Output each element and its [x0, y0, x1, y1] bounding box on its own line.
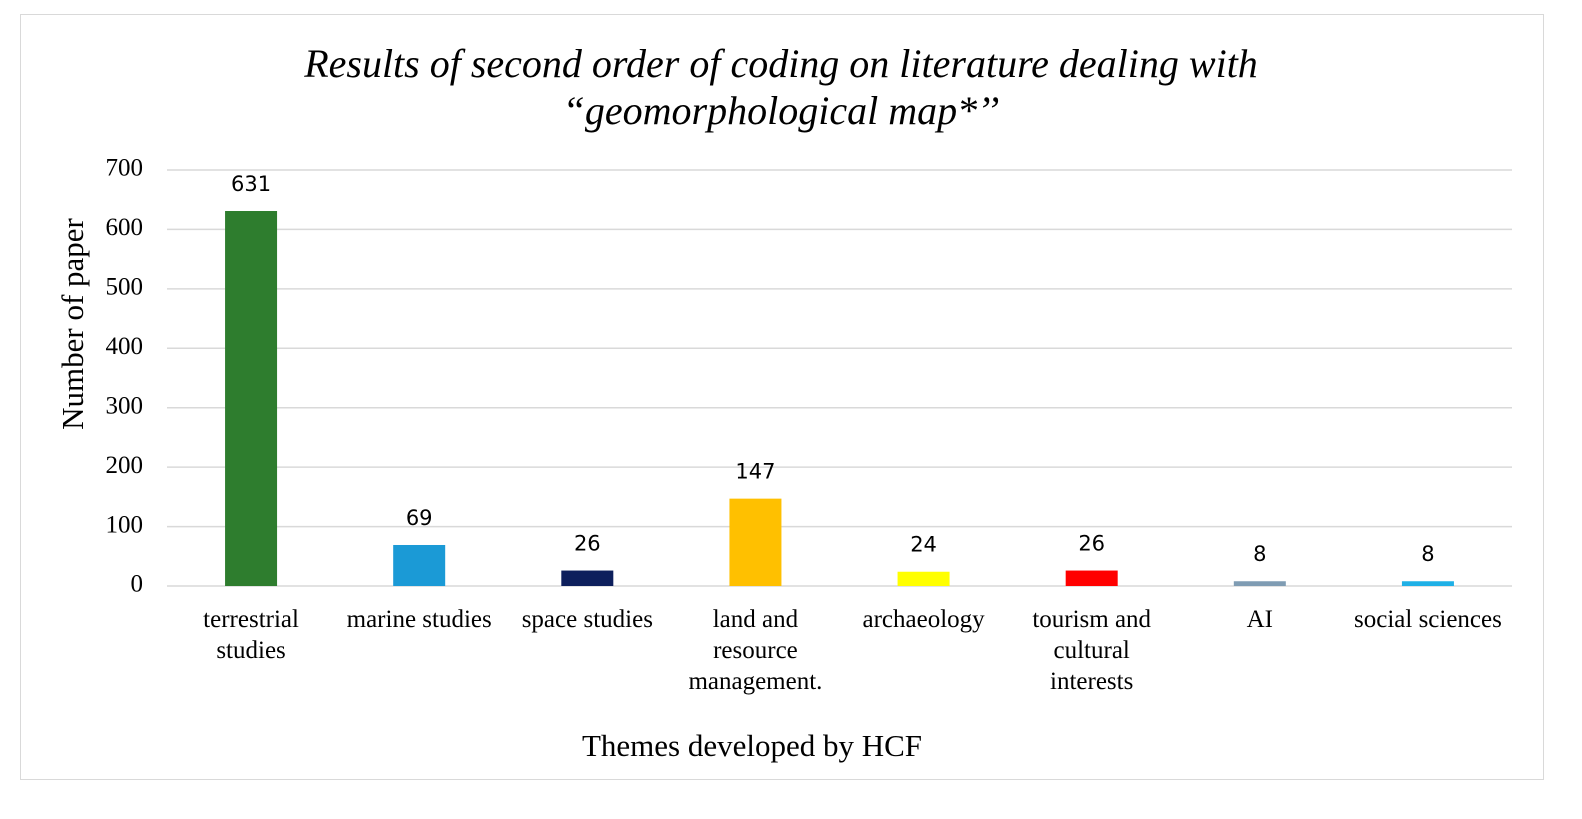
x-category-label: marine studies [347, 606, 492, 633]
data-labels: 631 69 26 147 24 26 8 8 [231, 172, 1435, 566]
x-category-labels: terrestrial studies marine studies space st… [203, 606, 1502, 695]
y-tick-label: 400 [106, 333, 144, 360]
data-label: 8 [1421, 542, 1434, 566]
data-label: 24 [910, 533, 937, 557]
data-label: 8 [1253, 542, 1266, 566]
x-category-label: AI [1247, 606, 1273, 633]
y-tick-labels: 0 100 200 300 400 500 600 700 [106, 155, 144, 598]
bar [1401, 581, 1454, 586]
y-tick-label: 500 [106, 274, 144, 301]
data-label: 69 [406, 506, 433, 530]
data-label: 26 [1078, 532, 1105, 556]
y-tick-label: 0 [131, 571, 144, 598]
y-axis-title: Number of paper [55, 217, 90, 429]
bars [225, 211, 1454, 586]
y-tick-label: 600 [106, 214, 144, 241]
gridlines [167, 169, 1512, 587]
x-category-label: space studies [522, 606, 653, 633]
x-category-label: terrestrial studies [203, 606, 299, 664]
bar [225, 211, 278, 586]
bar [1065, 570, 1118, 586]
x-category-label: land and resource management. [688, 606, 822, 695]
bar [561, 570, 614, 586]
bar [729, 498, 782, 586]
y-tick-label: 300 [106, 392, 144, 419]
x-axis-title: Themes developed by HCF [582, 728, 922, 763]
y-tick-label: 700 [106, 155, 144, 182]
chart-title: Results of second order of coding on lit… [0, 40, 1562, 134]
bar [897, 571, 950, 586]
x-category-label: tourism and cultural interests [1032, 606, 1151, 695]
chart-title-line-2: “geomorphological map*’’ [562, 88, 1000, 133]
bar [393, 544, 446, 586]
data-label: 26 [574, 532, 601, 556]
chart-title-line-1: Results of second order of coding on lit… [304, 41, 1258, 86]
y-tick-label: 100 [106, 511, 144, 538]
data-label: 147 [735, 460, 775, 484]
data-label: 631 [231, 172, 271, 196]
x-category-label: archaeology [862, 606, 985, 633]
y-tick-label: 200 [106, 452, 144, 479]
x-category-label: social sciences [1354, 606, 1502, 633]
bar [1233, 581, 1286, 586]
